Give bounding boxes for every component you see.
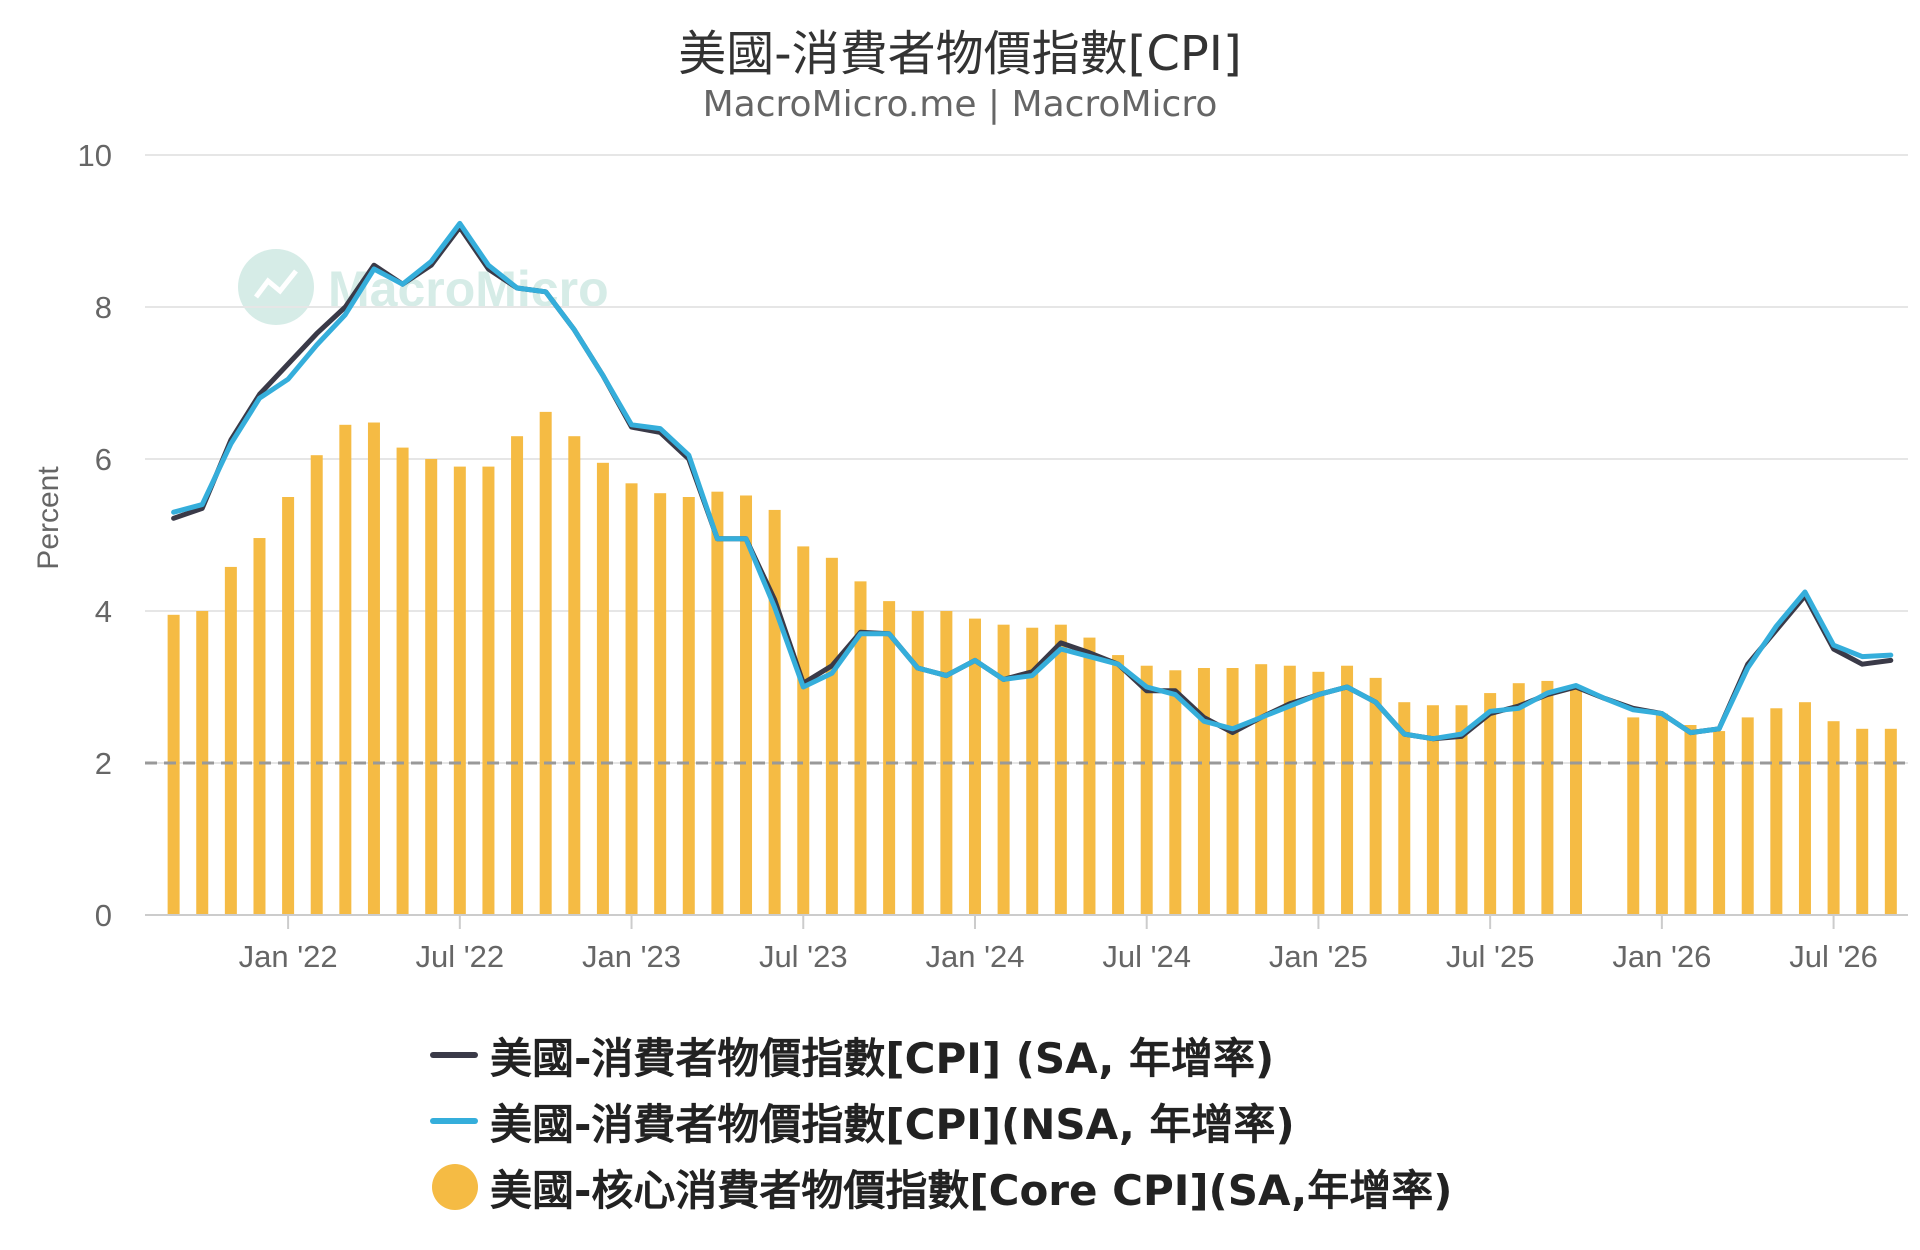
core-cpi-bar <box>1283 665 1296 915</box>
core-cpi-bar <box>1798 702 1811 915</box>
y-tick-label: 2 <box>95 746 112 781</box>
core-cpi-bar <box>1026 627 1039 915</box>
x-tick-label: Jul '25 <box>1446 939 1535 974</box>
y-tick-label: 10 <box>78 138 112 173</box>
core-cpi-bar <box>1083 637 1096 915</box>
watermark: MacroMicro <box>238 249 609 325</box>
y-tick-label: 8 <box>95 290 112 325</box>
core-cpi-bar <box>711 491 724 915</box>
x-tick-label: Jan '23 <box>582 939 681 974</box>
core-cpi-bar <box>825 557 838 915</box>
core-cpi-bar <box>1570 687 1583 915</box>
watermark-logo-stroke <box>254 269 298 299</box>
core-cpi-bar <box>310 455 323 915</box>
legend-item-core-cpi[interactable]: 美國-核心消費者物價指數[Core CPI](SA,年增率) <box>430 1154 1452 1220</box>
x-tick-label: Jan '25 <box>1269 939 1368 974</box>
core-cpi-bar <box>625 483 638 915</box>
core-cpi-bar <box>539 411 552 915</box>
core-cpi-bar <box>883 601 896 915</box>
x-tick-label: Jan '26 <box>1612 939 1711 974</box>
x-tick-label: Jul '22 <box>416 939 505 974</box>
core-cpi-bar <box>1226 668 1239 915</box>
x-tick-label: Jul '23 <box>759 939 848 974</box>
core-cpi-bar <box>911 611 924 915</box>
core-cpi-bar <box>1197 668 1210 915</box>
core-cpi-bar <box>1312 671 1325 915</box>
chart-subtitle: MacroMicro.me | MacroMicro <box>702 84 1218 125</box>
core-cpi-bar <box>1112 655 1125 915</box>
legend-item-cpi-sa[interactable]: 美國-消費者物價指數[CPI] (SA, 年增率) <box>430 1022 1452 1088</box>
core-cpi-bar <box>367 422 380 915</box>
core-cpi-bar <box>1827 721 1840 915</box>
chart-title: 美國-消費者物價指數[CPI] <box>678 26 1242 82</box>
core-cpi-bar <box>1770 708 1783 915</box>
core-cpi-bar <box>797 546 810 915</box>
core-cpi-bar <box>596 462 609 915</box>
core-cpi-bar <box>997 624 1010 915</box>
core-cpi-bar <box>1484 693 1497 915</box>
core-cpi-bar <box>482 466 495 915</box>
core-cpi-bar <box>1655 713 1668 915</box>
core-cpi-bar <box>768 509 781 915</box>
x-tick-label: Jan '24 <box>925 939 1024 974</box>
core-cpi-bar <box>339 424 352 915</box>
core-cpi-bar <box>1341 665 1354 915</box>
core-cpi-bar <box>1054 624 1067 915</box>
x-tick-label: Jan '22 <box>239 939 338 974</box>
core-cpi-bar <box>282 497 295 915</box>
legend-label-cpi-nsa: 美國-消費者物價指數[CPI](NSA, 年增率) <box>490 1099 1295 1149</box>
core-cpi-bar <box>1369 677 1382 915</box>
core-cpi-bar <box>682 497 695 915</box>
y-tick-label: 4 <box>95 594 112 629</box>
core-cpi-bar <box>425 459 438 915</box>
core-cpi-bar <box>1627 717 1640 915</box>
core-cpi-bar <box>654 493 667 915</box>
legend-dot-icon <box>432 1164 478 1210</box>
y-tick-label: 6 <box>95 442 112 477</box>
core-cpi-bar <box>1684 725 1697 915</box>
core-cpi-bar <box>854 581 867 915</box>
core-cpi-bar <box>253 538 266 915</box>
core-cpi-bar <box>1255 664 1268 915</box>
cpi-nsa-line <box>171 220 1894 742</box>
legend-line-icon <box>430 1052 478 1058</box>
core-cpi-bar <box>1169 670 1182 915</box>
cpi-lines <box>171 220 1894 742</box>
core-cpi-bar <box>1541 680 1554 915</box>
legend-line-icon <box>430 1118 478 1124</box>
core-cpi-bar <box>1398 702 1411 915</box>
core-cpi-bar <box>511 436 524 915</box>
legend-label-cpi-sa: 美國-消費者物價指數[CPI] (SA, 年增率) <box>490 1033 1275 1083</box>
chart-plot: MacroMicro 0 2 4 6 8 10 Jan '22 Jul '22 Jan '23 J… <box>32 138 1908 974</box>
core-cpi-bars <box>167 411 1897 915</box>
legend: 美國-消費者物價指數[CPI] (SA, 年增率) 美國-消費者物價指數[CPI… <box>430 1022 1452 1220</box>
core-cpi-bar <box>453 466 466 915</box>
legend-item-cpi-nsa[interactable]: 美國-消費者物價指數[CPI](NSA, 年增率) <box>430 1088 1452 1154</box>
legend-label-core-cpi: 美國-核心消費者物價指數[Core CPI](SA,年增率) <box>490 1165 1453 1215</box>
y-tick-label: 0 <box>95 898 112 933</box>
core-cpi-bar <box>1426 705 1439 915</box>
core-cpi-bar <box>1884 728 1897 915</box>
core-cpi-bar <box>167 614 180 915</box>
x-tick-label: Jul '26 <box>1789 939 1878 974</box>
core-cpi-bar <box>1512 683 1525 915</box>
core-cpi-bar <box>740 495 753 915</box>
x-tick-label: Jul '24 <box>1102 939 1191 974</box>
core-cpi-bar <box>568 436 581 915</box>
core-cpi-bar <box>396 447 409 915</box>
core-cpi-bar <box>1741 717 1754 915</box>
core-cpi-bar <box>1856 728 1869 915</box>
core-cpi-bar <box>1713 731 1726 915</box>
core-cpi-bar <box>1455 705 1468 915</box>
core-cpi-bar <box>968 618 981 915</box>
core-cpi-bar <box>224 566 237 915</box>
core-cpi-bar <box>1140 665 1153 915</box>
axes: 0 2 4 6 8 10 Jan '22 Jul '22 Jan '23 Jul '23 Jan '… <box>78 138 1908 974</box>
y-axis-title: Percent <box>32 466 65 570</box>
